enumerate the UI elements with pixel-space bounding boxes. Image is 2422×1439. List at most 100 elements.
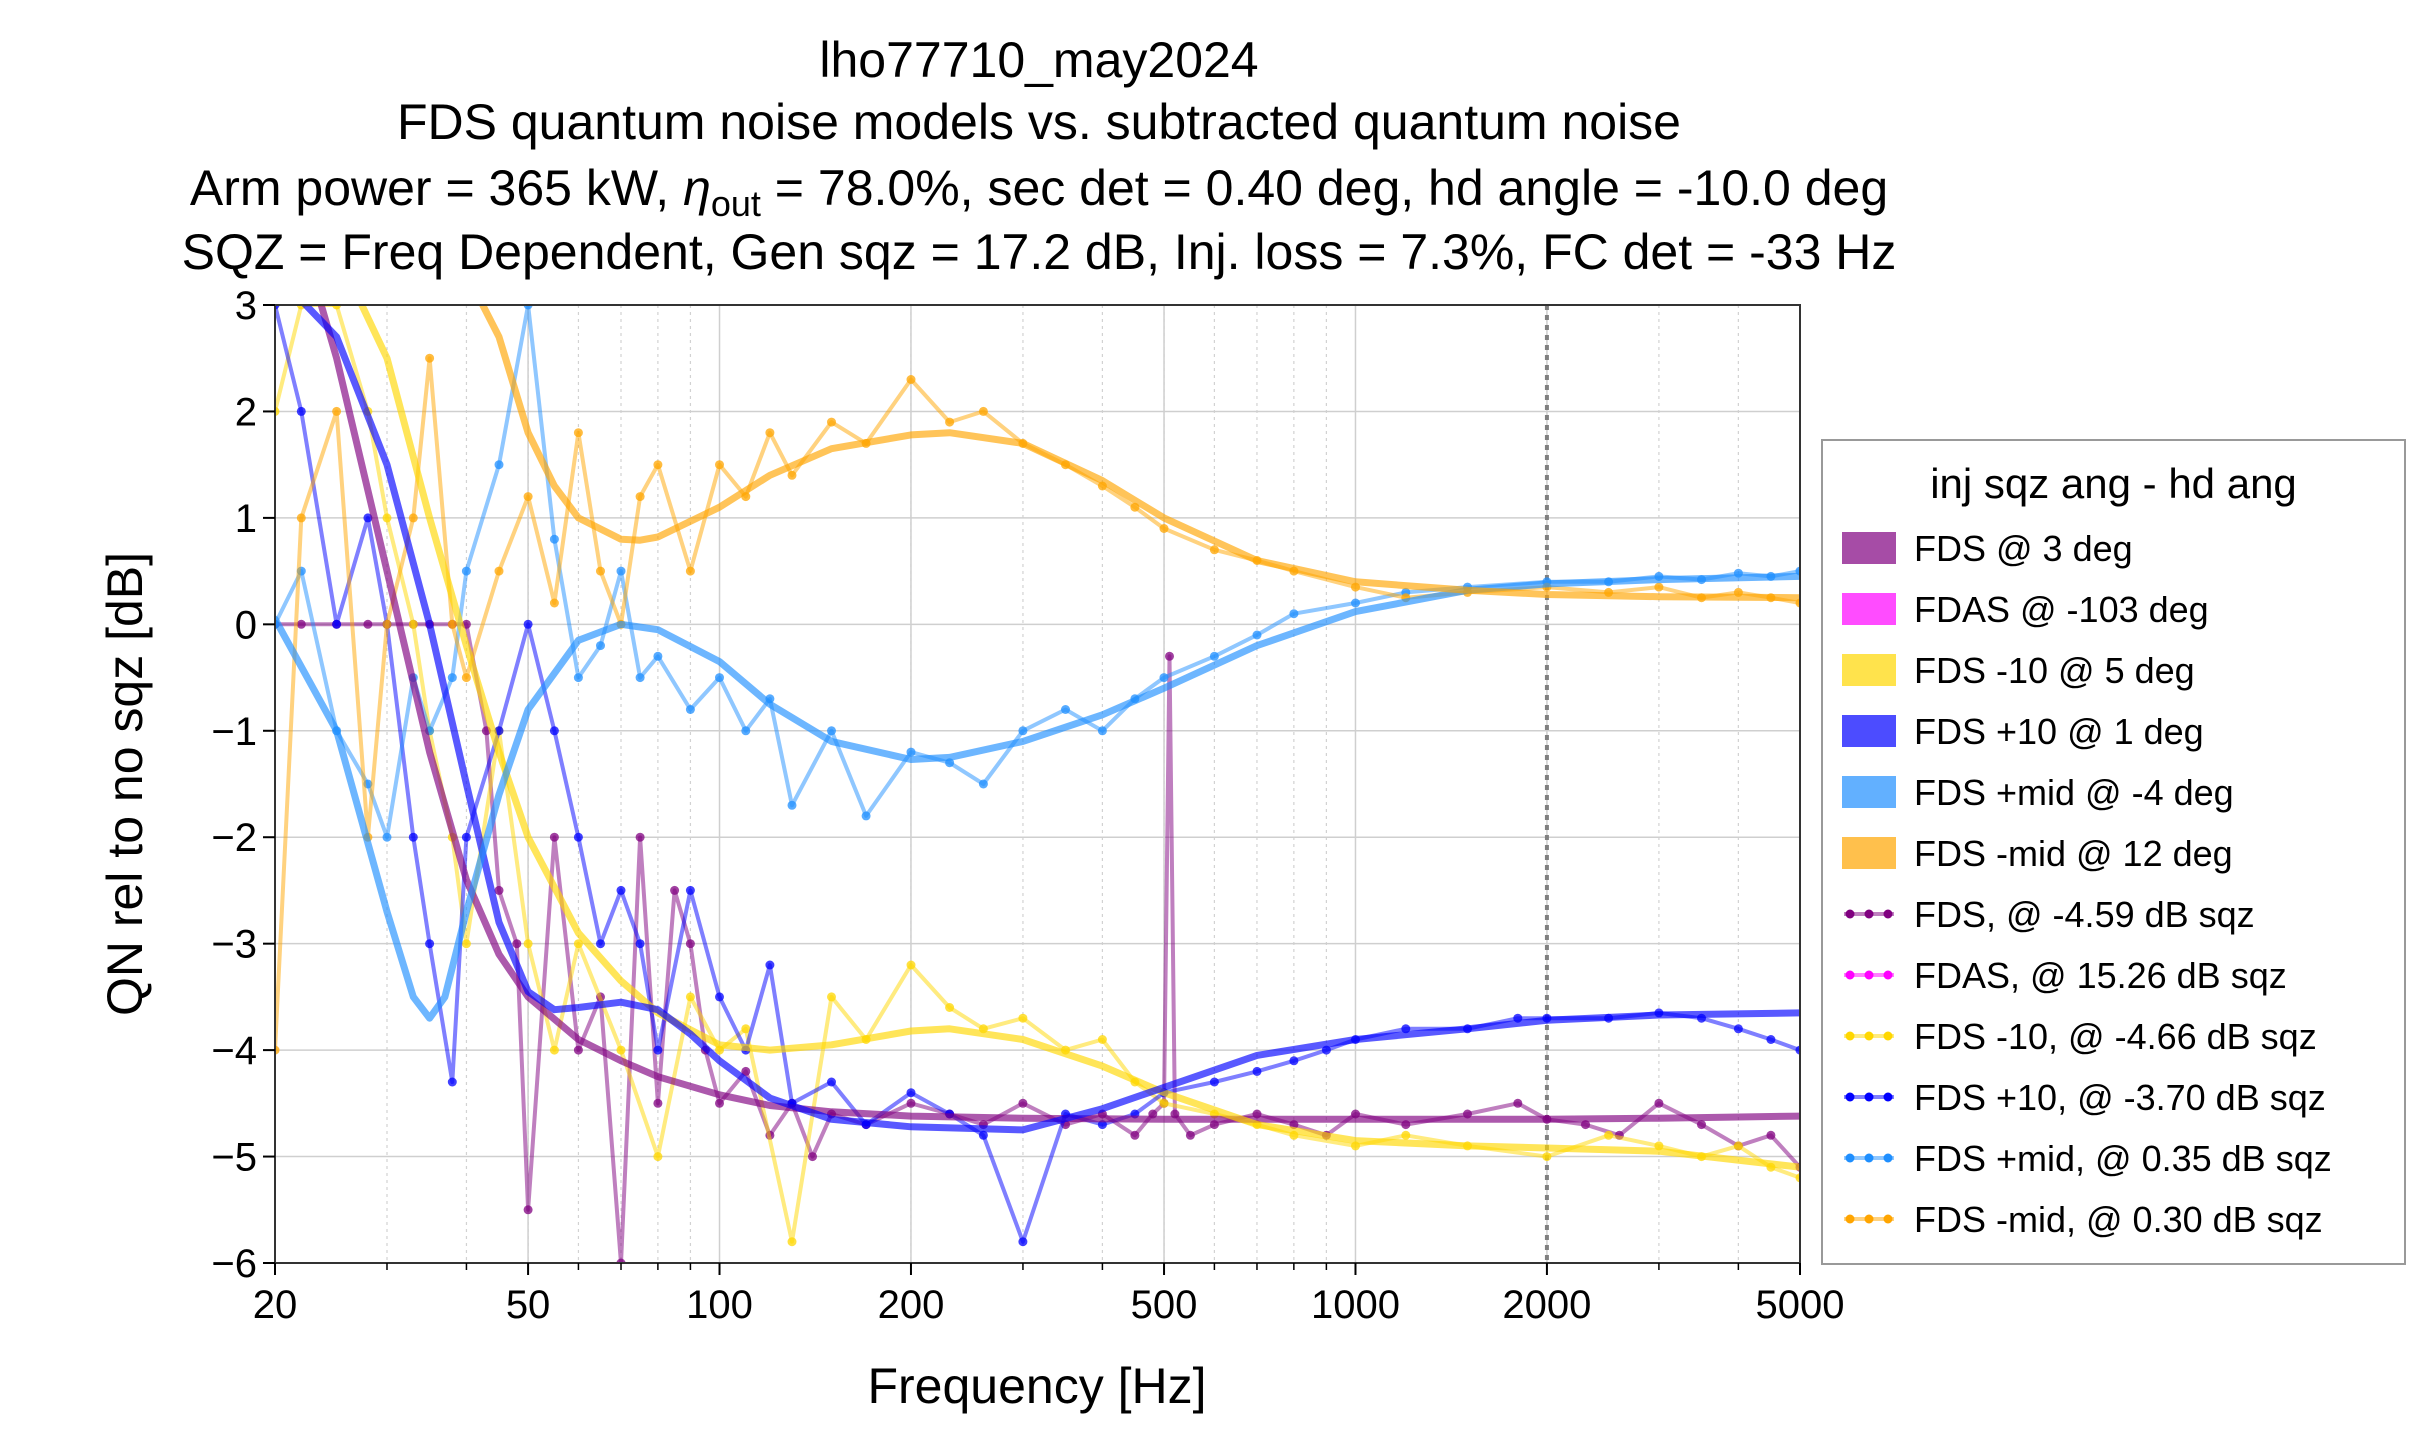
measurement-point [1165, 651, 1174, 661]
y-tick-label: 0 [235, 603, 257, 647]
measurement-point [573, 428, 583, 438]
chart-title-line-3-prefix: Arm power = 365 kW, [189, 160, 684, 216]
measurement-point [670, 885, 680, 895]
measurement-point [523, 619, 533, 629]
measurement-point [1159, 673, 1169, 683]
plot-frame [274, 304, 1801, 1264]
measurement-point [382, 619, 392, 629]
chart-title-eta-symbol: η [683, 160, 711, 216]
y-tick-label: −3 [211, 923, 257, 967]
measurement-point [1351, 598, 1360, 608]
measurement-point [549, 726, 559, 736]
legend-marker [1864, 1214, 1874, 1224]
measurement-point [1252, 1066, 1262, 1076]
y-tick-label: 2 [235, 390, 257, 434]
measurement-point [461, 566, 471, 576]
chart-title-line-2: FDS quantum noise models vs. subtracted … [396, 94, 1681, 150]
measurement-point [827, 992, 836, 1002]
measurement-point [685, 705, 695, 714]
legend-marker [1883, 1214, 1893, 1224]
measurement-point [1766, 1035, 1776, 1044]
y-tick-label: −4 [211, 1029, 257, 1073]
legend-marker [1864, 1031, 1874, 1041]
measurement-point [1289, 1056, 1299, 1066]
legend-entry-label: FDAS, @ 15.26 dB sqz [1914, 955, 2287, 996]
measurement-point [296, 406, 306, 416]
measurement-point [1252, 630, 1262, 640]
measurement-point [332, 406, 342, 416]
measurement-point [1766, 1130, 1776, 1140]
measurement-point [1018, 1237, 1028, 1247]
measurement-point [945, 417, 955, 427]
measurement-point [523, 1205, 533, 1215]
measurement-point [1097, 1035, 1107, 1044]
measurement-point [1130, 1130, 1140, 1140]
measurement-point [523, 492, 533, 502]
measurement-point [787, 470, 797, 480]
measurement-point [827, 1077, 836, 1087]
measurement-point [861, 811, 871, 821]
measurement-point [1097, 726, 1107, 736]
legend-marker [1864, 1092, 1874, 1102]
legend-entry-label: FDS -10 @ 5 deg [1914, 650, 2195, 691]
measurement-point [1018, 1013, 1028, 1023]
measurement-point [549, 832, 559, 842]
measurement-point [596, 566, 605, 576]
measurement-point [382, 832, 392, 842]
measurement-point [978, 406, 988, 416]
measurement-point [906, 375, 916, 384]
measurement-point [275, 406, 280, 416]
legend-entry-label: FDS -mid @ 12 deg [1914, 833, 2233, 874]
legend-marker [1883, 1031, 1893, 1041]
legend-entry-label: FDAS @ -103 deg [1914, 589, 2209, 630]
measurement-point [1018, 726, 1028, 736]
measurement-point [425, 353, 435, 363]
measurement-point [827, 726, 836, 736]
model-curve-fds-10-5-deg [357, 305, 1800, 1171]
model-curve-fds-mid-4-deg [275, 572, 1800, 1022]
measurement-fds-10-4-66-db-sqz [275, 305, 1800, 1247]
measurement-point [549, 1045, 559, 1055]
legend-marker [1845, 1214, 1855, 1224]
measurement-point [653, 1098, 663, 1108]
measurement-point [685, 992, 695, 1002]
legend-marker [1845, 1031, 1855, 1041]
legend-entry-label: FDS -mid, @ 0.30 dB sqz [1914, 1199, 2323, 1240]
legend-entry-label: FDS +10 @ 1 deg [1914, 711, 2204, 752]
measurement-point [1654, 1098, 1664, 1108]
legend-marker [1845, 909, 1855, 919]
measurement-point [408, 619, 418, 629]
measurement-point [1159, 1098, 1169, 1108]
legend: inj sqz ang - hd ang FDS @ 3 deg FDAS @ -1… [1821, 439, 2406, 1265]
measurement-point [685, 885, 695, 895]
measurement-point [827, 417, 836, 427]
measurement-point [382, 513, 392, 523]
legend-marker [1883, 909, 1893, 919]
measurement-point [596, 641, 605, 651]
legend-entry-label: FDS @ 3 deg [1914, 528, 2133, 569]
measurement-point [1185, 1130, 1195, 1140]
measurement-point [653, 651, 663, 661]
measurement-point [1697, 1120, 1706, 1130]
legend-marker [1883, 1092, 1893, 1102]
model-curve-fds-3-deg [317, 305, 1800, 1123]
x-tick-label: 5000 [1756, 1283, 1845, 1327]
measurement-point [635, 939, 645, 949]
legend-marker [1864, 909, 1874, 919]
x-tick-label: 20 [253, 1283, 298, 1327]
chart-title-eta-subscript: out [710, 183, 761, 224]
legend-swatch [1842, 837, 1896, 869]
measurement-point [1097, 1120, 1107, 1130]
legend-marker [1883, 1153, 1893, 1163]
legend-swatch [1842, 776, 1896, 808]
measurement-fds-10-3-70-db-sqz [275, 305, 1800, 1247]
y-tick-label: −2 [211, 816, 257, 860]
measurement-point [363, 513, 373, 523]
y-tick-label: −6 [211, 1242, 257, 1286]
measurement-point [635, 832, 645, 842]
y-tick-label: −5 [211, 1136, 257, 1180]
measurement-point [635, 673, 645, 683]
measurement-point [332, 305, 342, 310]
measurement-point [906, 960, 916, 970]
